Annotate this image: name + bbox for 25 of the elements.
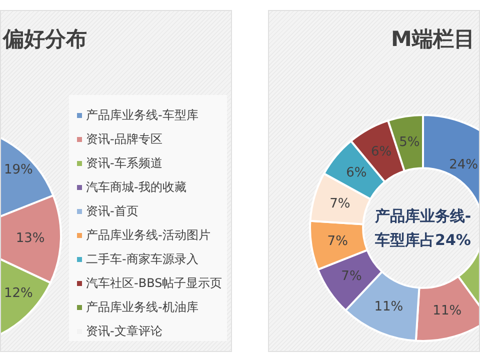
legend-label: 产品库业务线-活动图片 [86,227,210,244]
text: 产品库业务线-车型库占24% [374,206,472,251]
data-label: 19% [4,162,33,178]
data-label: 11% [374,300,404,315]
legend-label: 汽车社区-BBS帖子显示页 [86,275,222,292]
data-label: 24% [449,157,478,172]
legend-label: 资讯-车系频道 [86,155,162,172]
data-label: 5% [399,134,420,150]
legend-label: 产品库业务线-机油库 [86,299,198,316]
chart-title: 偏好分布 [3,26,87,53]
data-label: 7% [341,268,362,284]
legend-label: 汽车商城-我的收藏 [86,179,186,196]
data-label: 6% [371,144,392,160]
legend-label: 产品库业务线-车型库 [86,107,198,124]
legend-label: 二手车-商家车源录入 [86,251,198,268]
data-label: 7% [330,196,350,212]
chart-title: M端栏目 [391,26,475,53]
data-label: 7% [327,234,348,249]
data-label: 12% [4,286,33,302]
data-label: 11% [432,303,462,318]
legend-label: 资讯-首页 [86,203,138,220]
legend-label: 资讯-品牌专区 [86,131,162,148]
data-label: 13% [16,230,45,246]
legend-label: 资讯-文章评论 [86,323,162,340]
data-label: 6% [346,165,367,180]
